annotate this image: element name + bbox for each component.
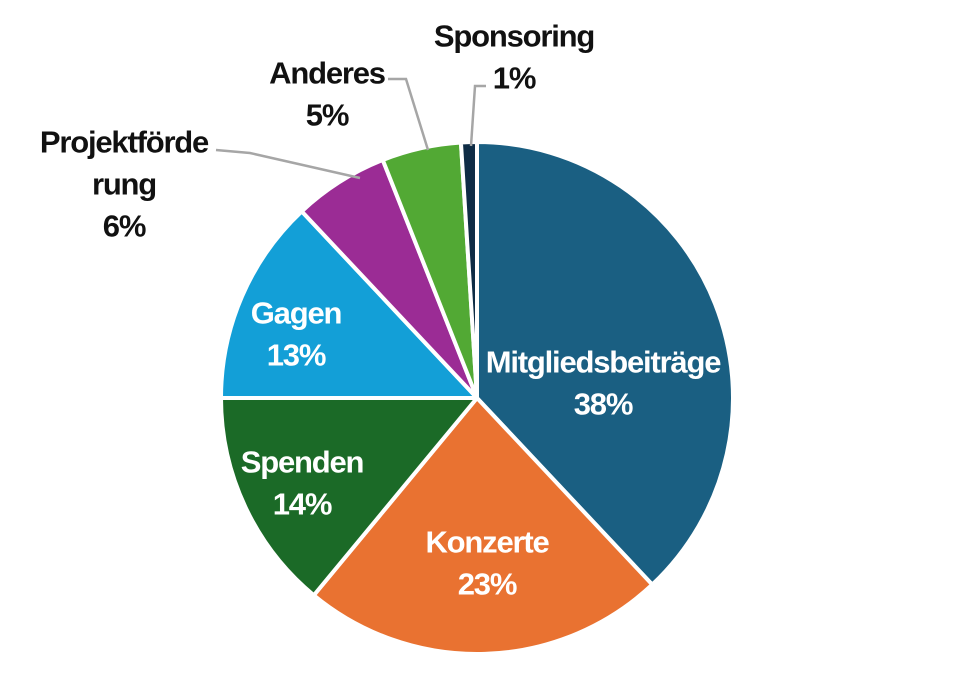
slice-label-gagen: Gagen [251, 296, 342, 331]
leader-line-projektfoerderung [215, 148, 361, 180]
pie-slice-spenden [219, 396, 479, 598]
pie-slice-mitgliedsbeitraege [475, 140, 735, 587]
slice-value-konzerte: 23% [458, 567, 517, 602]
slice-label-mitgliedsbeitraege: Mitgliedsbeiträge [486, 345, 721, 380]
slice-value-anderes: 5% [306, 98, 349, 133]
leader-line-anderes [388, 77, 430, 151]
slice-label-projektfoerderung: Projektförde [40, 125, 209, 160]
slice-value-sponsoring: 1% [493, 61, 536, 96]
slice-value-projektfoerderung: 6% [103, 209, 146, 244]
pie-slice-sponsoring [458, 140, 479, 400]
pie-slices [219, 140, 735, 656]
slice-label-sponsoring: Sponsoring [434, 19, 594, 54]
pie-slice-gagen [219, 209, 479, 400]
slice-value-spenden: 14% [273, 487, 332, 522]
leader-line-sponsoring [469, 84, 486, 147]
slice-label-projektfoerderung-line-2: rung [92, 167, 156, 202]
slice-labels: Mitgliedsbeiträge 38% Konzerte 23% Spenden 14… [40, 19, 723, 602]
slice-value-gagen: 13% [267, 338, 326, 373]
slice-label-anderes: Anderes [269, 56, 385, 91]
leader-lines [215, 77, 486, 180]
pie-slice-konzerte [311, 396, 655, 656]
slice-value-mitgliedsbeitraege: 38% [574, 387, 633, 422]
slice-label-konzerte: Konzerte [425, 525, 549, 560]
slice-label-spenden: Spenden [241, 445, 364, 480]
